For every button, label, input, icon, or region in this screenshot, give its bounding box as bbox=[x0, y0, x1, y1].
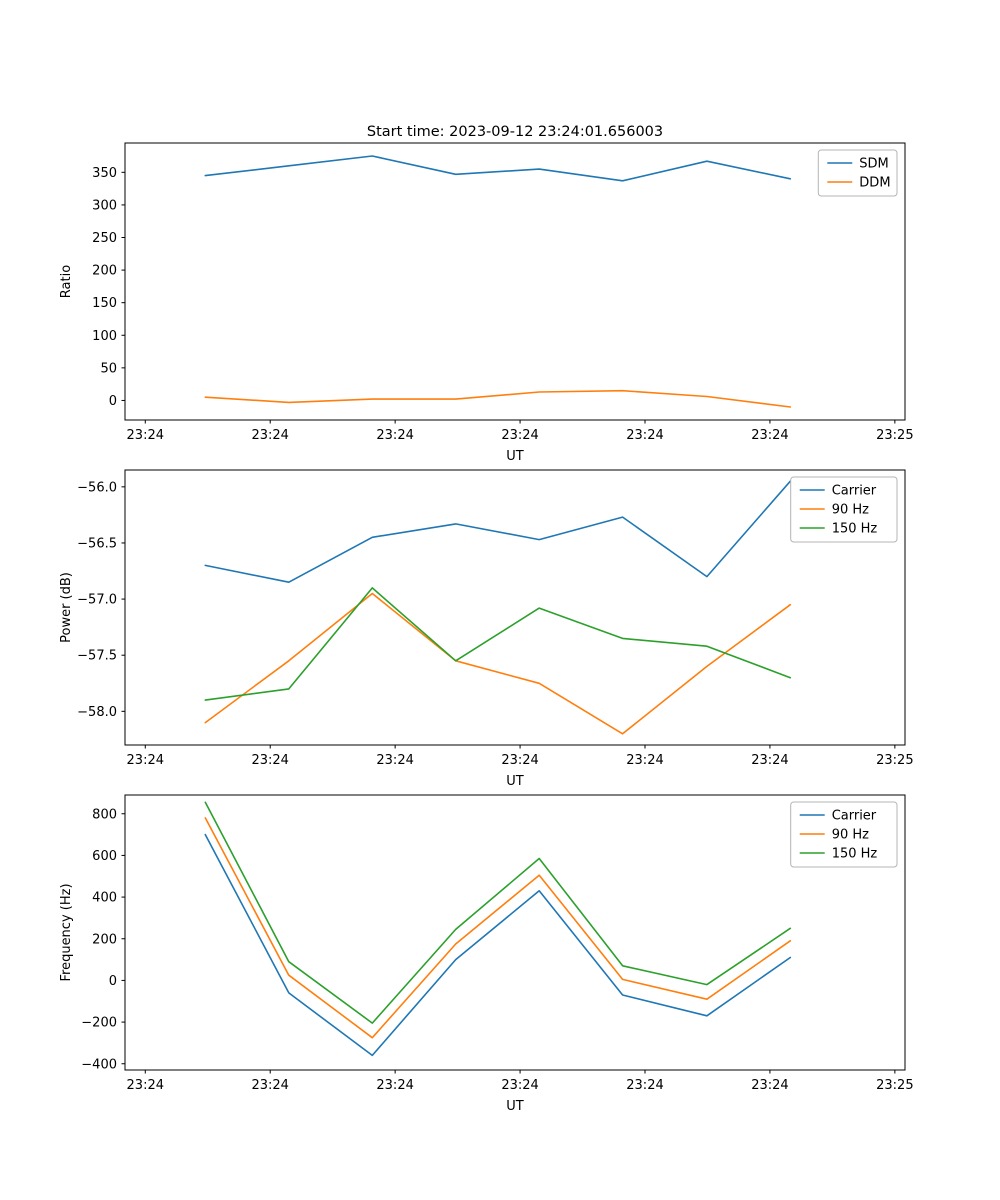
x-tick-label: 23:24 bbox=[376, 753, 413, 768]
legend-label-90-hz: 90 Hz bbox=[832, 828, 869, 843]
y-axis-label: Ratio bbox=[59, 265, 74, 298]
x-tick-label: 23:24 bbox=[127, 428, 164, 443]
y-tick-label: 200 bbox=[92, 264, 117, 279]
legend-label-150-hz: 150 Hz bbox=[832, 847, 878, 862]
power-chart: 23:24 23:24 23:24 23:24 23:24 23:24 23:25 −58.0… bbox=[59, 469, 914, 789]
y-tick-label: −57.0 bbox=[77, 593, 117, 608]
x-tick-label: 23:24 bbox=[751, 1078, 788, 1093]
frequency-chart: 23:24 23:24 23:24 23:24 23:24 23:24 23:25 −400 −… bbox=[59, 794, 914, 1114]
plot-border bbox=[124, 142, 906, 421]
x-tick-label: 23:24 bbox=[501, 1078, 538, 1093]
x-tick-label: 23:24 bbox=[626, 428, 663, 443]
x-tick-label: 23:24 bbox=[626, 1078, 663, 1093]
y-tick-label: 100 bbox=[92, 329, 117, 344]
x-axis-label: UT bbox=[506, 1099, 524, 1114]
x-axis-label: UT bbox=[506, 449, 524, 464]
line-90-hz bbox=[204, 817, 792, 1039]
y-tick-label: 0 bbox=[109, 394, 117, 409]
line-150-hz bbox=[204, 587, 792, 701]
legend: SDM DDM bbox=[817, 149, 898, 197]
legend-label-90-hz: 90 Hz bbox=[832, 503, 869, 518]
x-tick-label: 23:25 bbox=[876, 1078, 913, 1093]
y-tick-label: 250 bbox=[92, 231, 117, 246]
y-tick-label: 0 bbox=[109, 974, 117, 989]
legend-box bbox=[790, 801, 898, 868]
plot-border bbox=[124, 794, 906, 1071]
y-tick-label: 200 bbox=[92, 932, 117, 947]
legend-label-sdm: SDM bbox=[859, 157, 888, 172]
line-carrier bbox=[204, 480, 792, 584]
x-tick-label: 23:24 bbox=[127, 1078, 164, 1093]
chart-title: Start time: 2023-09-12 23:24:01.656003 bbox=[367, 124, 663, 140]
y-tick-label: −200 bbox=[81, 1016, 117, 1031]
y-tick-label: −58.0 bbox=[77, 705, 117, 720]
x-tick-label: 23:24 bbox=[751, 428, 788, 443]
y-tick-label: 150 bbox=[92, 296, 117, 311]
x-tick-label: 23:24 bbox=[376, 428, 413, 443]
legend: Carrier 90 Hz 150 Hz bbox=[790, 801, 898, 868]
x-tick-label: 23:24 bbox=[376, 1078, 413, 1093]
line-150-hz bbox=[204, 801, 792, 1024]
y-tick-label: −56.5 bbox=[77, 536, 117, 551]
plot-border bbox=[124, 469, 906, 746]
x-tick-label: 23:24 bbox=[251, 1078, 288, 1093]
x-tick-label: 23:24 bbox=[501, 753, 538, 768]
legend-label-carrier: Carrier bbox=[832, 809, 877, 824]
x-tick-label: 23:24 bbox=[251, 753, 288, 768]
ratio-chart: 23:24 23:24 23:24 23:24 23:24 23:24 23:25 0 50 10… bbox=[59, 124, 914, 464]
legend-box bbox=[790, 476, 898, 543]
x-tick-label: 23:24 bbox=[501, 428, 538, 443]
x-tick-label: 23:24 bbox=[626, 753, 663, 768]
y-axis-label: Power (dB) bbox=[59, 572, 74, 643]
x-tick-label: 23:25 bbox=[876, 428, 913, 443]
line-ddm bbox=[204, 389, 792, 408]
y-tick-label: 600 bbox=[92, 849, 117, 864]
legend: Carrier 90 Hz 150 Hz bbox=[790, 476, 898, 543]
x-axis-label: UT bbox=[506, 774, 524, 789]
legend-label-ddm: DDM bbox=[859, 176, 890, 191]
x-tick-label: 23:24 bbox=[751, 753, 788, 768]
y-tick-label: −56.0 bbox=[77, 480, 117, 495]
y-tick-label: −57.5 bbox=[77, 649, 117, 664]
y-tick-label: 800 bbox=[92, 807, 117, 822]
legend-box bbox=[817, 149, 898, 197]
line-sdm bbox=[204, 155, 792, 182]
x-tick-label: 23:24 bbox=[251, 428, 288, 443]
line-90-hz bbox=[204, 592, 792, 735]
legend-label-150-hz: 150 Hz bbox=[832, 522, 878, 537]
y-tick-label: −400 bbox=[81, 1057, 117, 1072]
y-axis-label: Frequency (Hz) bbox=[59, 883, 74, 981]
legend-label-carrier: Carrier bbox=[832, 484, 877, 499]
x-tick-label: 23:25 bbox=[876, 753, 913, 768]
y-tick-label: 400 bbox=[92, 891, 117, 906]
y-tick-label: 350 bbox=[92, 166, 117, 181]
x-tick-label: 23:24 bbox=[127, 753, 164, 768]
y-tick-label: 50 bbox=[100, 361, 117, 376]
line-carrier bbox=[204, 833, 792, 1057]
y-tick-label: 300 bbox=[92, 198, 117, 213]
